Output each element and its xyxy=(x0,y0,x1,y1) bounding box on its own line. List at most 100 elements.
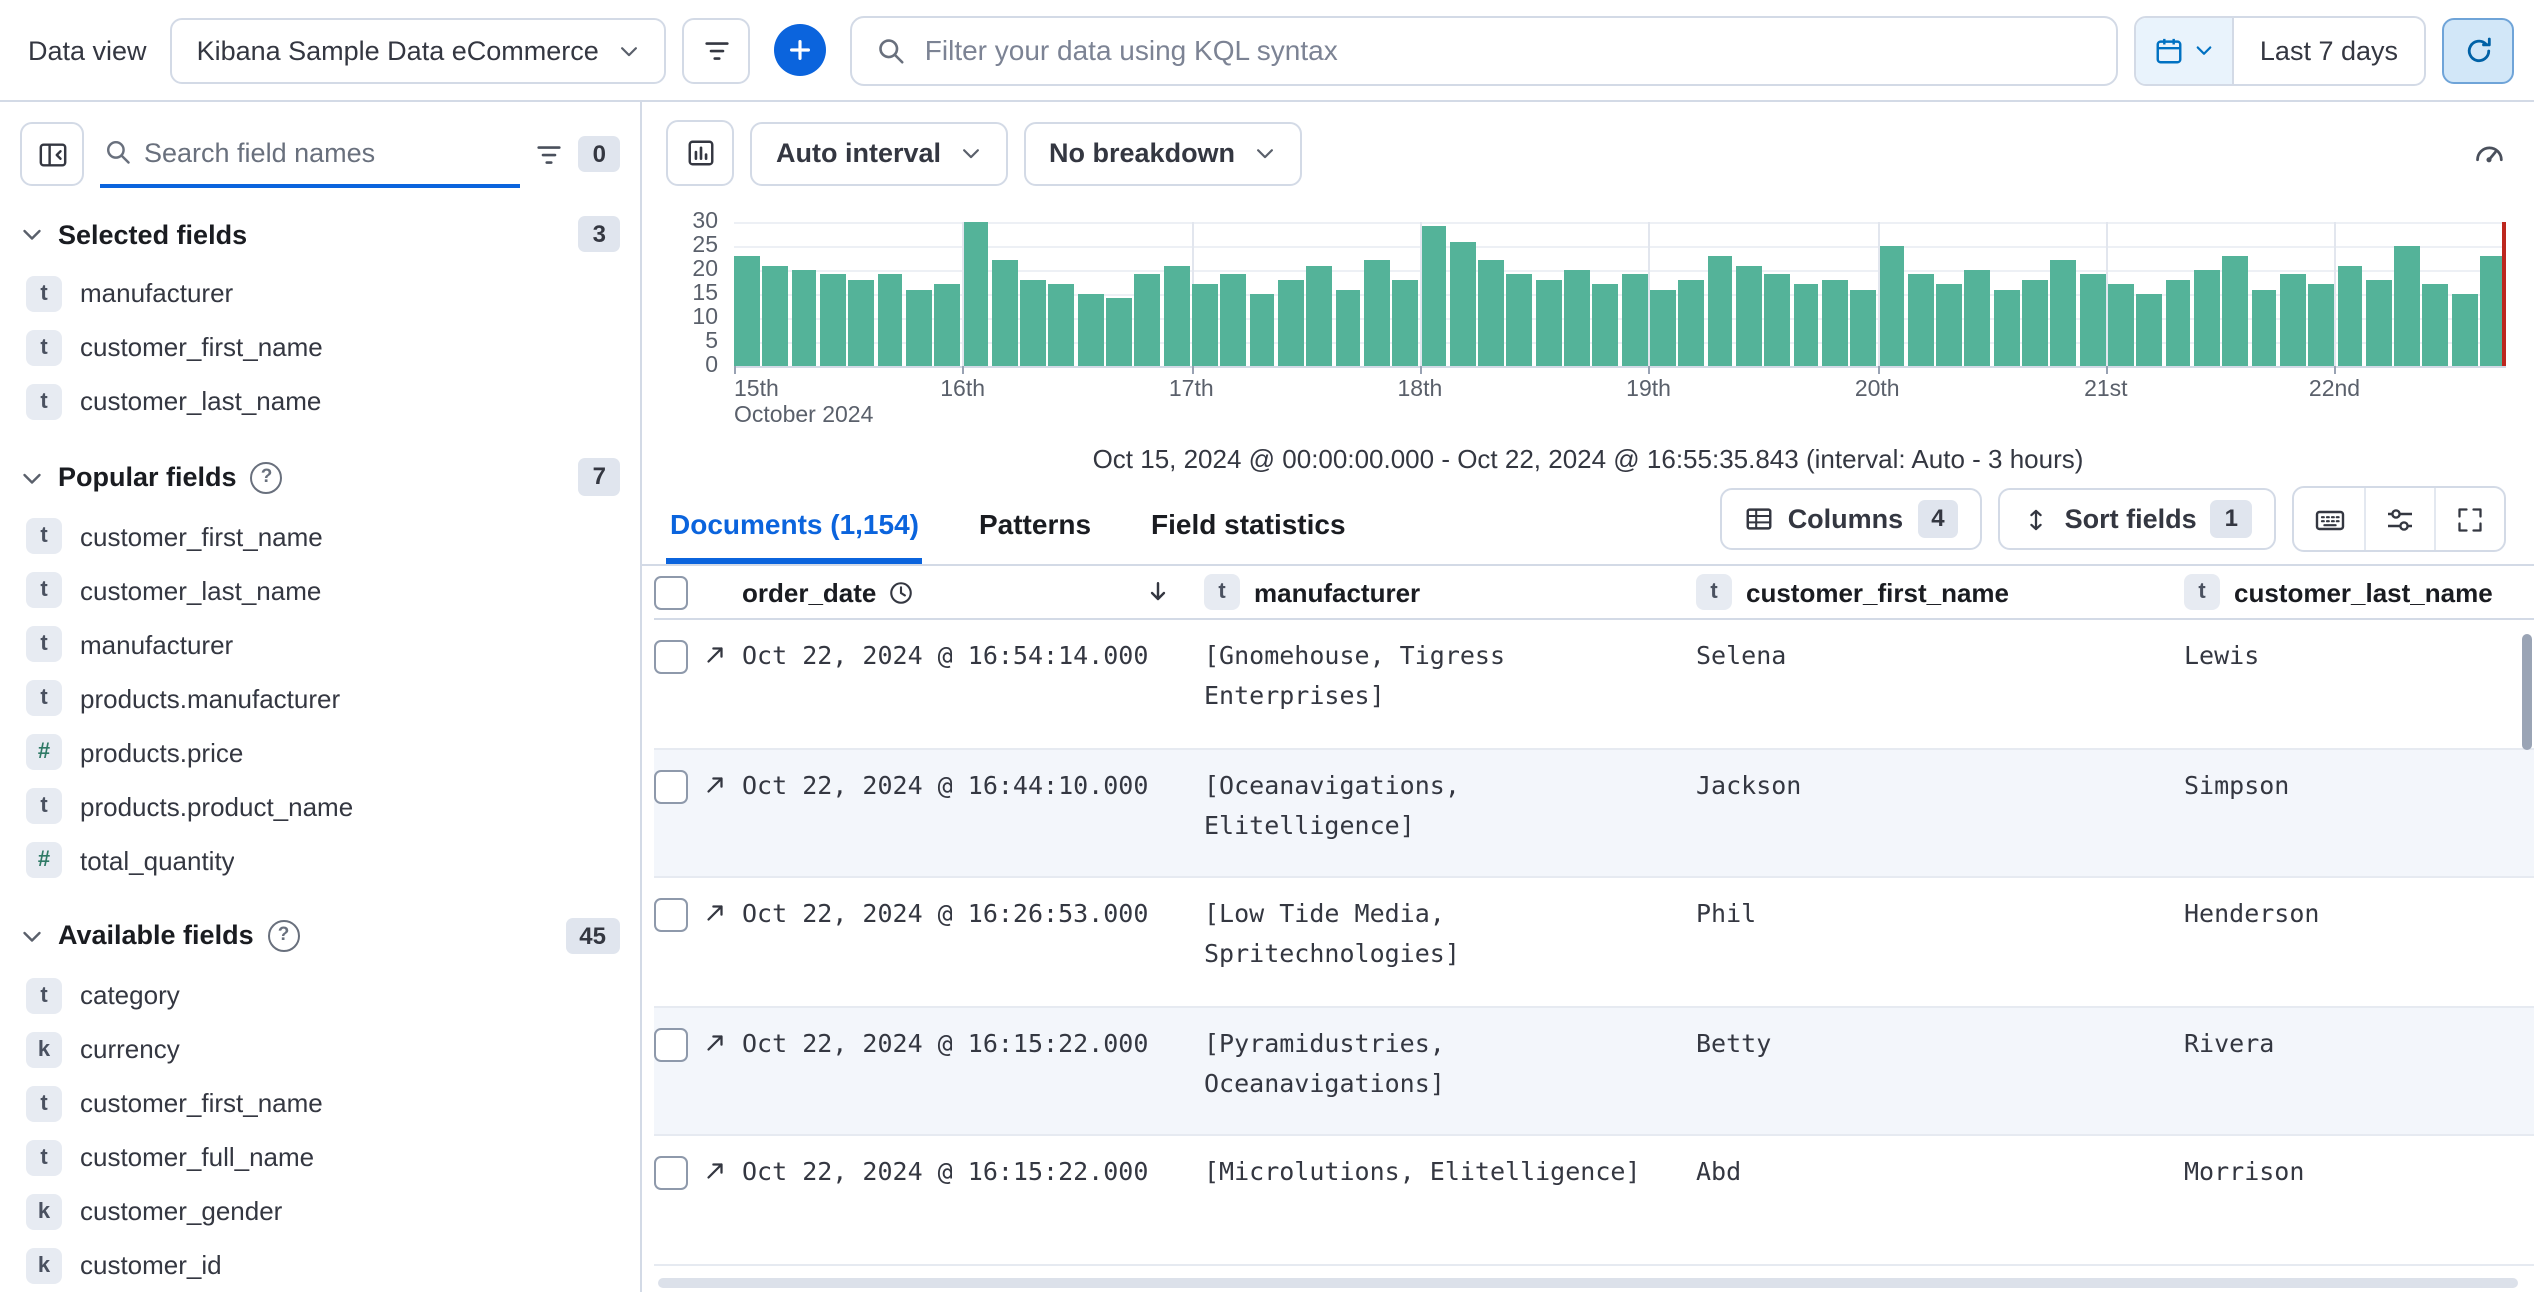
breakdown-dropdown[interactable]: No breakdown xyxy=(1023,121,1302,185)
histogram-bar[interactable] xyxy=(905,289,932,366)
histogram-bar[interactable] xyxy=(1134,274,1161,366)
histogram-bar[interactable] xyxy=(1621,274,1647,366)
histogram-bar[interactable] xyxy=(2022,279,2048,366)
tab-documents[interactable]: Documents (1,154) xyxy=(666,487,923,563)
histogram-bar[interactable] xyxy=(1936,284,1962,366)
time-range-button[interactable]: Last 7 days xyxy=(2234,17,2424,83)
horizontal-scrollbar[interactable] xyxy=(658,1278,2518,1288)
row-checkbox[interactable] xyxy=(654,1156,688,1190)
histogram-bar[interactable] xyxy=(2079,274,2105,366)
histogram-bar[interactable] xyxy=(991,260,1018,366)
field-item[interactable]: t category xyxy=(20,968,620,1022)
histogram-bar[interactable] xyxy=(1449,241,1476,366)
sort-desc-icon[interactable] xyxy=(1144,578,1172,606)
row-checkbox[interactable] xyxy=(654,898,688,932)
histogram-bar[interactable] xyxy=(1220,274,1247,366)
expand-icon[interactable] xyxy=(702,900,728,926)
histogram-bar[interactable] xyxy=(1907,274,1934,366)
add-filter-button[interactable] xyxy=(682,17,751,83)
histogram-bar[interactable] xyxy=(791,270,817,366)
field-item[interactable]: t customer_last_name xyxy=(20,564,620,618)
histogram-bar[interactable] xyxy=(1821,279,1848,366)
histogram-bar[interactable] xyxy=(734,255,760,366)
field-item[interactable]: t products.product_name xyxy=(20,780,620,834)
histogram-bar[interactable] xyxy=(1879,246,1905,366)
histogram-bar[interactable] xyxy=(1506,274,1533,366)
edit-visualization-button[interactable] xyxy=(666,120,734,186)
histogram-bar[interactable] xyxy=(1535,279,1562,366)
field-filter-button[interactable] xyxy=(535,139,565,169)
histogram-plot[interactable] xyxy=(734,222,2506,368)
histogram-bar[interactable] xyxy=(1335,289,1361,366)
column-header-order-date[interactable]: order_date xyxy=(742,577,877,607)
histogram-bar[interactable] xyxy=(1363,260,1390,366)
tab-field-statistics[interactable]: Field statistics xyxy=(1151,507,1346,539)
refresh-button[interactable] xyxy=(2442,17,2514,83)
field-item[interactable]: t customer_full_name xyxy=(20,1130,620,1184)
add-control-button[interactable] xyxy=(774,24,827,76)
fullscreen-button[interactable] xyxy=(2434,488,2504,550)
field-item[interactable]: # total_quantity xyxy=(20,834,620,888)
auto-interval-dropdown[interactable]: Auto interval xyxy=(750,121,1008,185)
histogram-bar[interactable] xyxy=(2337,265,2363,366)
histogram-bar[interactable] xyxy=(1707,255,1733,366)
row-checkbox[interactable] xyxy=(654,640,688,674)
histogram-bar[interactable] xyxy=(1764,274,1791,366)
columns-button[interactable]: Columns 4 xyxy=(1719,488,1983,550)
histogram-bar[interactable] xyxy=(1020,279,1046,366)
field-search-input[interactable] xyxy=(144,137,517,167)
display-options-button[interactable] xyxy=(2364,488,2434,550)
histogram-bar[interactable] xyxy=(848,279,875,366)
histogram-bar[interactable] xyxy=(877,274,903,366)
histogram-bar[interactable] xyxy=(2308,284,2334,366)
histogram-bar[interactable] xyxy=(1077,294,1104,366)
tab-patterns[interactable]: Patterns xyxy=(978,507,1092,539)
available-fields-header[interactable]: Available fields ? 45 xyxy=(20,917,620,955)
histogram-bar[interactable] xyxy=(1478,260,1504,366)
histogram-bar[interactable] xyxy=(2365,279,2392,366)
field-item[interactable]: t customer_first_name xyxy=(20,1076,620,1130)
field-item[interactable]: t manufacturer xyxy=(20,618,620,672)
histogram-bar[interactable] xyxy=(2279,274,2306,366)
field-item[interactable]: k customer_gender xyxy=(20,1184,620,1238)
select-all-checkbox[interactable] xyxy=(654,575,688,609)
vertical-scrollbar[interactable] xyxy=(2522,634,2532,750)
field-item[interactable]: t customer_first_name xyxy=(20,321,620,375)
selected-fields-header[interactable]: Selected fields 3 xyxy=(20,216,620,253)
field-item[interactable]: k currency xyxy=(20,1022,620,1076)
field-item[interactable]: # products.price xyxy=(20,726,620,780)
histogram-bars[interactable] xyxy=(734,222,2506,366)
histogram-bar[interactable] xyxy=(1106,298,1132,366)
histogram-bar[interactable] xyxy=(1192,284,1218,366)
histogram-bar[interactable] xyxy=(1306,265,1333,366)
histogram-bar[interactable] xyxy=(2394,246,2420,366)
popular-fields-header[interactable]: Popular fields ? 7 xyxy=(20,458,620,496)
histogram-chart[interactable]: 30 25 20 15 10 5 0 15th October 2024 16th 17th 18t… xyxy=(666,210,2506,428)
row-checkbox[interactable] xyxy=(654,1027,688,1061)
sort-fields-button[interactable]: Sort fields 1 xyxy=(1998,488,2276,550)
histogram-bar[interactable] xyxy=(2451,294,2478,366)
histogram-bar[interactable] xyxy=(963,222,989,366)
histogram-bar[interactable] xyxy=(2222,255,2249,366)
histogram-bar[interactable] xyxy=(2251,289,2277,366)
collapse-sidebar-button[interactable] xyxy=(20,122,84,186)
field-item[interactable]: t manufacturer xyxy=(20,267,620,321)
chart-options-button[interactable] xyxy=(2472,136,2506,170)
data-view-picker[interactable]: Kibana Sample Data eCommerce xyxy=(170,17,667,83)
histogram-bar[interactable] xyxy=(1592,284,1619,366)
histogram-bar[interactable] xyxy=(1163,265,1189,366)
histogram-bar[interactable] xyxy=(1850,289,1876,366)
histogram-bar[interactable] xyxy=(1564,270,1590,366)
kql-search-input[interactable] xyxy=(924,34,2092,66)
histogram-bar[interactable] xyxy=(1735,265,1762,366)
histogram-bar[interactable] xyxy=(1048,284,1075,366)
field-item[interactable]: t products.manufacturer xyxy=(20,672,620,726)
row-checkbox[interactable] xyxy=(654,769,688,803)
histogram-bar[interactable] xyxy=(762,265,789,366)
expand-icon[interactable] xyxy=(702,1029,728,1055)
histogram-bar[interactable] xyxy=(1993,289,2020,366)
histogram-bar[interactable] xyxy=(1964,270,1991,366)
column-header-customer-last-name[interactable]: customer_last_name xyxy=(2234,577,2493,607)
keyboard-shortcuts-button[interactable] xyxy=(2294,488,2364,550)
histogram-bar[interactable] xyxy=(2480,255,2506,366)
